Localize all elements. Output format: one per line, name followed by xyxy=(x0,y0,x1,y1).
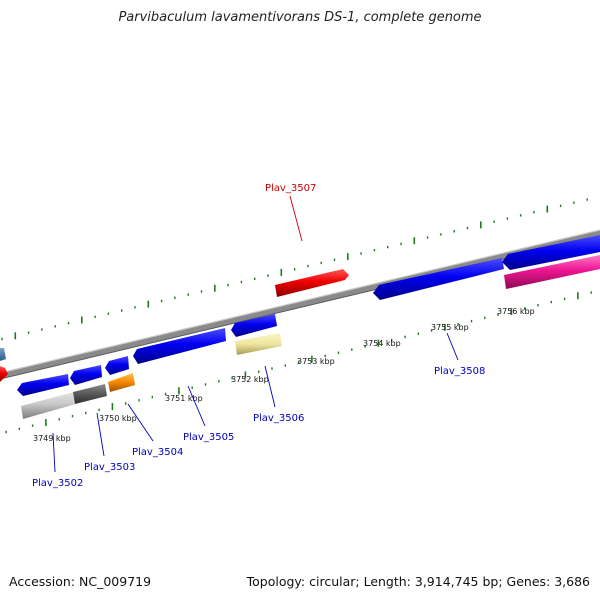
gene-arrow-forward[interactable] xyxy=(275,269,349,297)
gene-label-reverse[interactable]: Plav_3508 xyxy=(434,366,485,377)
gene-label-reverse[interactable]: Plav_3504 xyxy=(132,447,183,458)
scale-label: 3750 kbp xyxy=(99,414,137,423)
gene-box-khaki[interactable] xyxy=(235,333,282,355)
gene-label-reverse[interactable]: Plav_3503 xyxy=(84,462,135,473)
scale-label: 3751 kbp xyxy=(165,394,203,403)
gene-label-reverse[interactable]: Plav_3505 xyxy=(183,432,234,443)
forward-strand-tick-rail xyxy=(1,198,588,341)
gene-box-dark[interactable] xyxy=(73,384,107,404)
forward-strand-genes xyxy=(0,269,349,361)
genome-title: Parvibaculum lavamentivorans DS-1, compl… xyxy=(118,10,482,25)
gene-label-reverse[interactable]: Plav_3502 xyxy=(32,478,83,489)
accession-label: Accession: NC_009719 xyxy=(9,574,152,589)
gene-arrow-blue[interactable] xyxy=(105,356,129,375)
reverse-strand-tick-rail xyxy=(5,291,592,434)
reverse-strand-genes xyxy=(0,235,600,419)
topology-label: Topology: circular; Length: 3,914,745 bp… xyxy=(246,574,590,589)
gene-box-pink[interactable] xyxy=(504,255,600,289)
scale-label: 3756 kbp xyxy=(497,307,535,316)
gene-arrow-blue[interactable] xyxy=(231,314,277,337)
gene-label-reverse[interactable]: Plav_3506 xyxy=(253,413,304,424)
gene-label-forward[interactable]: Plav_3507 xyxy=(265,183,316,194)
gene-arrow-blue[interactable] xyxy=(70,365,102,385)
scale-label: 3755 kbp xyxy=(431,323,469,332)
gene-arrow-blue[interactable] xyxy=(17,374,69,396)
scale-labels: 3749 kbp 3750 kbp 3751 kbp 3752 kbp 3753… xyxy=(33,307,535,443)
gene-arrow-red-partial[interactable] xyxy=(0,366,8,382)
scale-label: 3753 kbp xyxy=(297,357,335,366)
gene-box-silver[interactable] xyxy=(21,392,76,419)
gene-arrow-blue[interactable] xyxy=(373,258,504,300)
gene-labels: Plav_3502 Plav_3503 Plav_3504 Plav_3505 … xyxy=(32,183,485,489)
gene-label-leaders xyxy=(52,195,459,473)
gene-arrow-blue[interactable] xyxy=(133,328,226,364)
scale-label: 3749 kbp xyxy=(33,434,71,443)
scale-label: 3754 kbp xyxy=(363,339,401,348)
gene-arrow-reverse-partial[interactable] xyxy=(0,348,6,361)
scale-label: 3752 kbp xyxy=(231,375,269,384)
gene-box-orange[interactable] xyxy=(108,373,135,392)
gene-arrow-blue[interactable] xyxy=(502,235,600,270)
